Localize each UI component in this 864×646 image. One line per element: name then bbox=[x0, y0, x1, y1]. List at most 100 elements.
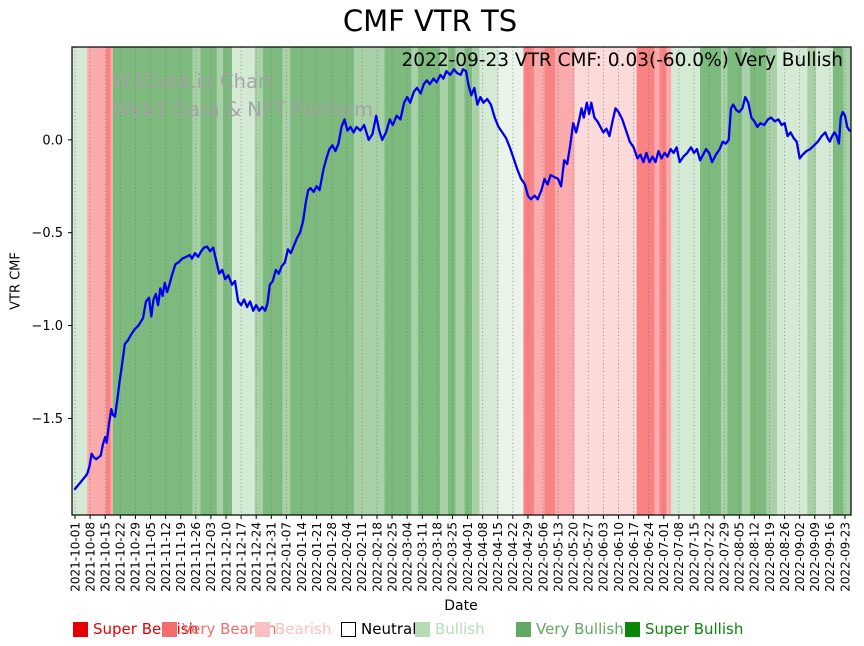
signal-band-p3 bbox=[523, 47, 534, 515]
signal-band-g3 bbox=[200, 47, 217, 515]
x-tick-label: 2022-03-11 bbox=[416, 522, 430, 592]
x-tick-label: 2022-09-02 bbox=[793, 522, 807, 592]
signal-band-g1 bbox=[479, 47, 500, 515]
signal-band-p2 bbox=[666, 47, 672, 515]
legend-item-neutral: Neutral bbox=[341, 620, 416, 638]
x-tick-label: 2022-09-09 bbox=[808, 522, 822, 592]
signal-band-g2 bbox=[742, 47, 750, 515]
x-tick-label: 2022-06-10 bbox=[612, 522, 626, 592]
x-tick-label: 2022-01-28 bbox=[325, 522, 339, 592]
x-tick-label: 2021-10-22 bbox=[114, 522, 128, 592]
signal-band-g3 bbox=[447, 47, 456, 515]
x-tick-label: 2021-12-24 bbox=[249, 522, 263, 592]
legend-swatch-very-bullish bbox=[516, 621, 531, 637]
signal-band-g1 bbox=[671, 47, 701, 515]
signal-band-p2 bbox=[533, 47, 545, 515]
y-tick-label: −1.0 bbox=[31, 319, 63, 334]
signal-band-g3 bbox=[727, 47, 743, 515]
x-tick-label: 2021-11-26 bbox=[189, 522, 203, 592]
plot-border bbox=[71, 46, 852, 516]
x-tick-label: 2022-04-15 bbox=[491, 522, 505, 592]
x-tick-label: 2022-09-23 bbox=[838, 522, 852, 592]
x-tick-label: 2022-05-27 bbox=[582, 522, 596, 592]
signal-band-g3 bbox=[700, 47, 722, 515]
signal-band-g2 bbox=[440, 47, 448, 515]
axes: 2021-10-01 2021-10-08 2021-10-15 2021-10-22… bbox=[31, 46, 852, 592]
x-tick-label: 2022-02-11 bbox=[355, 522, 369, 592]
annotation-text: 2022-09-23 VTR CMF: 0.03(-60.0%) Very Bu… bbox=[401, 50, 843, 71]
gridlines bbox=[74, 47, 846, 515]
signal-band-g2 bbox=[455, 47, 465, 515]
x-tick-label: 2022-04-22 bbox=[506, 522, 520, 592]
y-tick-label: 0.0 bbox=[42, 133, 63, 148]
legend-swatch-bullish bbox=[415, 621, 430, 637]
x-tick-label: 2021-12-31 bbox=[265, 522, 279, 592]
legend-label: Bullish bbox=[435, 620, 485, 638]
x-tick-label: 2021-11-05 bbox=[144, 522, 158, 592]
x-tick-label: 2021-12-03 bbox=[204, 522, 218, 592]
watermark-line-2: Web3 Data & NFT Platform bbox=[112, 98, 373, 121]
x-tick-label: 2022-02-18 bbox=[370, 522, 384, 592]
y-axis-label: VTR CMF bbox=[8, 252, 24, 310]
legend-swatch-very-bearish bbox=[162, 621, 177, 637]
signal-band-g3 bbox=[749, 47, 767, 515]
y-tick-label: −1.5 bbox=[31, 412, 63, 427]
signal-band-g2 bbox=[216, 47, 223, 515]
signal-band-g2 bbox=[411, 47, 418, 515]
legend-label: Bearish bbox=[275, 620, 332, 638]
signal-band-g2 bbox=[192, 47, 201, 515]
signal-band-p2 bbox=[110, 47, 113, 515]
legend: Super Bearish Very Bearish Bearish Neutr… bbox=[0, 620, 864, 640]
x-tick-label: 2022-09-16 bbox=[823, 522, 837, 592]
x-tick-label: 2022-02-04 bbox=[340, 522, 354, 592]
x-tick-label: 2021-10-15 bbox=[99, 522, 113, 592]
signal-band-p2 bbox=[555, 47, 575, 515]
signal-band-p3 bbox=[636, 47, 655, 515]
legend-swatch-neutral bbox=[341, 621, 356, 637]
signal-band-g3 bbox=[417, 47, 441, 515]
x-tick-label: 2022-05-20 bbox=[567, 522, 581, 592]
x-tick-label: 2022-08-26 bbox=[778, 522, 792, 592]
signal-band-p1 bbox=[574, 47, 637, 515]
x-tick-label: 2022-07-01 bbox=[657, 522, 671, 592]
legend-item-super-bullish: Super Bullish bbox=[625, 620, 743, 638]
x-tick-label: 2022-07-22 bbox=[702, 522, 716, 592]
legend-swatch-super-bearish bbox=[73, 621, 88, 637]
cmf-line bbox=[73, 68, 851, 491]
x-tick-label: 2022-08-19 bbox=[763, 522, 777, 592]
x-tick-label: 2022-05-13 bbox=[551, 522, 565, 592]
signal-band-g2 bbox=[843, 47, 851, 515]
legend-item-very-bearish: Very Bearish bbox=[162, 620, 277, 638]
cmf-line-group bbox=[73, 68, 851, 491]
x-tick-label: 2021-10-29 bbox=[129, 522, 143, 592]
signal-band-p3 bbox=[544, 47, 556, 515]
signal-band-p2 bbox=[654, 47, 660, 515]
x-tick-label: 2022-05-06 bbox=[536, 522, 550, 592]
x-tick-label: 2022-07-15 bbox=[687, 522, 701, 592]
x-tick-label: 2021-11-12 bbox=[159, 522, 173, 592]
x-axis-label: Date bbox=[444, 598, 478, 614]
signal-band-g2 bbox=[472, 47, 480, 515]
x-tick-label: 2022-04-29 bbox=[521, 522, 535, 592]
legend-swatch-bearish bbox=[255, 621, 270, 637]
x-tick-label: 2022-07-29 bbox=[717, 522, 731, 592]
signal-band-g2 bbox=[766, 47, 778, 515]
legend-item-bullish: Bullish bbox=[415, 620, 485, 638]
x-tick-label: 2022-01-14 bbox=[295, 522, 309, 592]
signal-band-g3 bbox=[290, 47, 355, 515]
x-tick-label: 2021-10-08 bbox=[83, 522, 97, 592]
x-tick-label: 2022-04-01 bbox=[461, 522, 475, 592]
legend-label: Neutral bbox=[361, 620, 417, 638]
legend-label: Super Bullish bbox=[645, 620, 744, 638]
signal-band-p2 bbox=[87, 47, 106, 515]
legend-swatch-super-bullish bbox=[625, 621, 640, 637]
signal-band-g3 bbox=[832, 47, 844, 515]
signal-band-w bbox=[499, 47, 524, 515]
x-tick-label: 2022-01-07 bbox=[280, 522, 294, 592]
y-tick-label: −0.5 bbox=[31, 226, 63, 241]
x-tick-label: 2022-02-25 bbox=[385, 522, 399, 592]
signal-band-g1 bbox=[777, 47, 808, 515]
signal-band-g1 bbox=[232, 47, 255, 515]
